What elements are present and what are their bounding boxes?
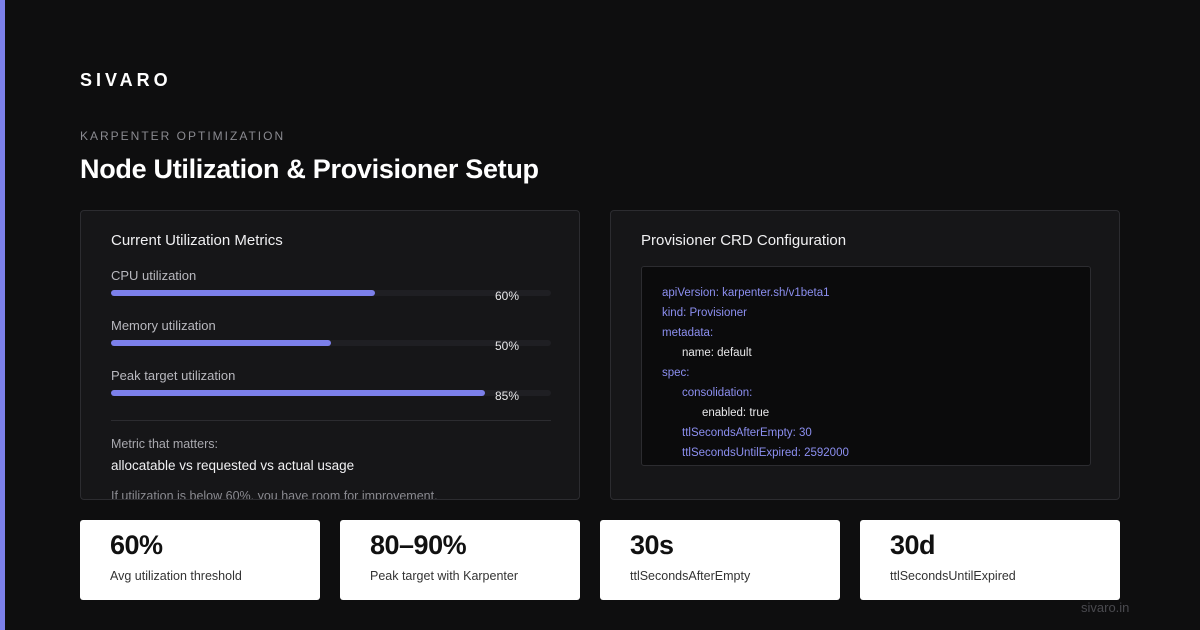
title: Node Utilization & Provisioner Setup [80, 154, 539, 184]
footer: sivaro.in [1081, 600, 1130, 615]
metric-label: CPU utilization [111, 268, 197, 283]
code-line: ttlSecondsAfterEmpty: 30 [682, 427, 812, 439]
accent-bar [0, 0, 5, 630]
stat-card: 30s ttlSecondsAfterEmpty [600, 520, 840, 600]
code-line: spec: [662, 367, 690, 379]
note-footer: If utilization is below 60%, you have ro… [111, 489, 438, 500]
metric-label: Memory utilization [111, 318, 216, 333]
stat-value: 30d [890, 530, 936, 560]
code-line: kind: Provisioner [662, 307, 748, 319]
code-line: ttlSecondsUntilExpired: 2592000 [682, 447, 849, 459]
code-block: apiVersion: karpenter.sh/v1beta1 kind: P… [641, 266, 1091, 466]
code-line: apiVersion: karpenter.sh/v1beta1 [662, 287, 830, 299]
panel-title: Provisioner CRD Configuration [641, 232, 847, 249]
code-line: consolidation: [682, 387, 753, 399]
stat-value: 80–90% [370, 530, 467, 560]
metric-value: 50% [494, 339, 519, 353]
stat-label: Peak target with Karpenter [370, 569, 518, 583]
bar [111, 290, 375, 296]
divider [111, 420, 551, 421]
stat-label: ttlSecondsUntilExpired [890, 569, 1016, 583]
bar-track [111, 340, 551, 346]
stat-value: 30s [630, 530, 674, 560]
config-panel: Provisioner CRD Configuration apiVersion… [610, 210, 1120, 500]
code-line: name: default [682, 347, 752, 359]
metric-value: 85% [494, 389, 519, 403]
stat-card: 80–90% Peak target with Karpenter [340, 520, 580, 600]
note-value: allocatable vs requested vs actual usage [111, 458, 355, 473]
metric-value: 60% [494, 289, 519, 303]
brand: SIVARO [80, 70, 172, 90]
bar-track [111, 290, 551, 296]
stat-card: 30d ttlSecondsUntilExpired [860, 520, 1120, 600]
bar-track [111, 390, 551, 396]
bar [111, 340, 331, 346]
stat-label: ttlSecondsAfterEmpty [630, 569, 751, 583]
code-line: enabled: true [702, 407, 770, 419]
eyebrow: KARPENTER OPTIMIZATION [80, 129, 286, 143]
stat-value: 60% [110, 530, 163, 560]
metrics-panel: Current Utilization Metrics CPU utilizat… [80, 210, 580, 500]
metric-label: Peak target utilization [111, 368, 236, 383]
bar [111, 390, 485, 396]
stat-label: Avg utilization threshold [110, 569, 242, 583]
note-label: Metric that matters: [111, 437, 218, 451]
panel-title: Current Utilization Metrics [111, 232, 283, 249]
code-line: metadata: [662, 327, 714, 339]
stat-card: 60% Avg utilization threshold [80, 520, 320, 600]
